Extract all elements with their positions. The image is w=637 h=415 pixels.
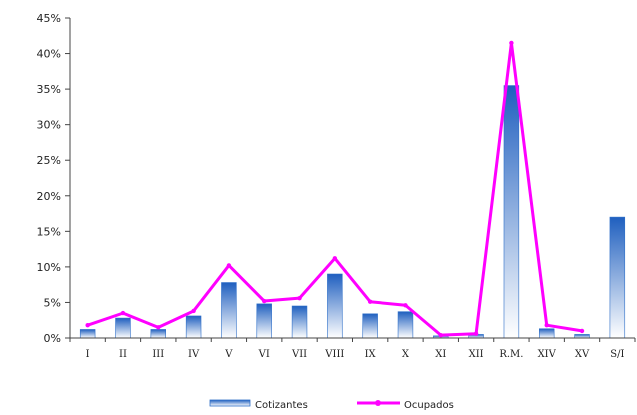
x-tick-label: S/I (610, 349, 624, 360)
y-tick-label: 5% (44, 296, 61, 309)
legend-label-cotizantes: Cotizantes (255, 400, 308, 411)
legend-label-ocupados: Ocupados (404, 400, 454, 411)
x-tick-label: XIV (538, 349, 557, 360)
point-ocupados (297, 295, 302, 301)
point-ocupados (579, 328, 585, 334)
bar-cotizantes-vii (291, 305, 308, 339)
point-ocupados (262, 298, 267, 304)
y-tick-label: 15% (37, 225, 61, 238)
bar-cotizantes-v (221, 282, 237, 339)
bar-cotizantes-s-i (609, 216, 626, 339)
x-tick-label: XV (575, 349, 590, 360)
bar-cotizantes-ix (362, 313, 378, 339)
line-series-ocupados (85, 40, 585, 338)
bar-cotizantes-xv (574, 334, 590, 339)
point-ocupados (226, 263, 232, 268)
point-ocupados (367, 299, 373, 304)
x-tick-label: V (224, 349, 233, 360)
point-ocupados (85, 323, 90, 328)
y-tick-label: 25% (37, 154, 61, 167)
x-tick-label: VI (258, 349, 270, 360)
axes (69, 18, 635, 339)
point-ocupados (120, 310, 126, 316)
x-tick-label: II (119, 349, 127, 360)
bar-cotizantes-vi (256, 303, 272, 339)
y-axis-ticks: 0% 5% 10% 15% 20% 25% 30% 35% 40% 45% (37, 12, 70, 345)
point-ocupados (544, 323, 549, 328)
x-tick-label: XI (435, 349, 446, 360)
point-ocupados (509, 40, 514, 46)
x-tick-label: IV (188, 349, 200, 360)
bar-cotizantes-r-m- (503, 85, 520, 339)
bar-series-cotizantes (79, 85, 626, 339)
legend-marker-ocupados (375, 400, 381, 406)
y-tick-label: 10% (37, 261, 61, 274)
x-tick-label: R.M. (499, 349, 523, 360)
x-tick-label: VII (291, 349, 307, 360)
bar-cotizantes-iii (150, 329, 166, 339)
point-ocupados (191, 308, 196, 314)
point-ocupados (438, 332, 443, 338)
bar-cotizantes-xiv (539, 328, 555, 339)
point-ocupados (332, 256, 338, 261)
bar-cotizantes-i (79, 329, 96, 339)
point-ocupados (403, 303, 408, 308)
point-ocupados (473, 331, 479, 336)
bar-cotizantes-viii (327, 273, 343, 339)
y-tick-label: 45% (37, 12, 61, 25)
legend: Cotizantes Ocupados (209, 399, 454, 411)
legend-swatch-cotizantes (209, 399, 251, 407)
x-tick-label: I (86, 349, 90, 360)
y-tick-label: 40% (37, 48, 61, 61)
y-tick-label: 35% (37, 83, 61, 96)
y-tick-label: 20% (37, 190, 61, 203)
y-tick-label: 30% (37, 119, 61, 132)
bar-cotizantes-iv (185, 315, 202, 339)
point-ocupados (156, 325, 161, 330)
bar-cotizantes-ii (115, 317, 131, 339)
x-axis-ticks: I II III IV V VI VII VIII IX X XI XII R.M. XIV XV S/I (69, 338, 636, 360)
x-tick-label: VIII (324, 349, 344, 360)
bar-cotizantes-x (397, 311, 414, 339)
y-tick-label: 0% (44, 332, 61, 345)
x-tick-label: IX (365, 349, 377, 360)
x-tick-label: X (402, 349, 410, 360)
x-tick-label: XII (469, 349, 484, 360)
x-tick-label: III (152, 349, 164, 360)
